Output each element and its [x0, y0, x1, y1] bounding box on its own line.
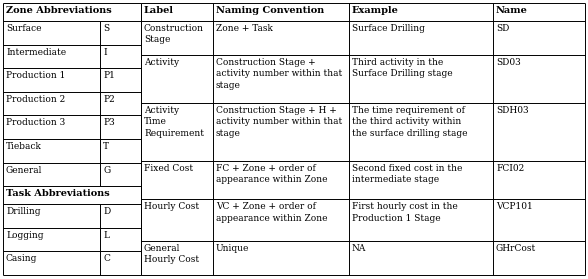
Text: D: D: [103, 207, 111, 216]
Text: C: C: [103, 254, 110, 263]
Text: P2: P2: [103, 95, 115, 104]
Text: Tieback: Tieback: [6, 142, 42, 151]
Text: Surface Drilling: Surface Drilling: [352, 24, 425, 33]
Text: Production 2: Production 2: [6, 95, 65, 104]
Text: General
Hourly Cost: General Hourly Cost: [144, 244, 199, 264]
Text: Construction Stage + H +
activity number within that
stage: Construction Stage + H + activity number…: [216, 106, 342, 138]
Text: S: S: [103, 24, 109, 33]
Text: Hourly Cost: Hourly Cost: [144, 203, 199, 211]
Text: Surface: Surface: [6, 24, 42, 33]
Text: Zone Abbreviations: Zone Abbreviations: [6, 6, 112, 15]
Text: FC + Zone + order of
appearance within Zone: FC + Zone + order of appearance within Z…: [216, 163, 328, 184]
Text: Example: Example: [352, 6, 399, 15]
Text: VC + Zone + order of
appearance within Zone: VC + Zone + order of appearance within Z…: [216, 203, 328, 223]
Text: I: I: [103, 48, 106, 57]
Text: Activity
Time
Requirement: Activity Time Requirement: [144, 106, 204, 138]
Text: SD: SD: [496, 24, 509, 33]
Text: Production 1: Production 1: [6, 71, 65, 80]
Text: Drilling: Drilling: [6, 207, 41, 216]
Text: GHrCost: GHrCost: [496, 244, 536, 253]
Text: Label: Label: [144, 6, 174, 15]
Text: The time requirement of
the third activity within
the surface drilling stage: The time requirement of the third activi…: [352, 106, 467, 138]
Text: P3: P3: [103, 118, 115, 128]
Text: L: L: [103, 231, 109, 240]
Text: Task Abbreviations: Task Abbreviations: [6, 189, 110, 198]
Text: Third activity in the
Surface Drilling stage: Third activity in the Surface Drilling s…: [352, 58, 453, 78]
Text: Fixed Cost: Fixed Cost: [144, 163, 193, 173]
Text: Activity: Activity: [144, 58, 179, 67]
Text: SD03: SD03: [496, 58, 521, 67]
Text: SDH03: SDH03: [496, 106, 529, 116]
Text: Name: Name: [496, 6, 528, 15]
Text: G: G: [103, 166, 111, 175]
Text: First hourly cost in the
Production 1 Stage: First hourly cost in the Production 1 St…: [352, 203, 457, 223]
Text: Unique: Unique: [216, 244, 249, 253]
Text: Naming Convention: Naming Convention: [216, 6, 324, 15]
Text: T: T: [103, 142, 109, 151]
Text: Construction
Stage: Construction Stage: [144, 24, 204, 44]
Text: Casing: Casing: [6, 254, 38, 263]
Text: Intermediate: Intermediate: [6, 48, 66, 57]
Text: FCI02: FCI02: [496, 163, 524, 173]
Text: Production 3: Production 3: [6, 118, 65, 128]
Text: NA: NA: [352, 244, 366, 253]
Text: Logging: Logging: [6, 231, 44, 240]
Text: Construction Stage +
activity number within that
stage: Construction Stage + activity number wit…: [216, 58, 342, 90]
Text: Second fixed cost in the
intermediate stage: Second fixed cost in the intermediate st…: [352, 163, 462, 184]
Text: General: General: [6, 166, 42, 175]
Text: Zone + Task: Zone + Task: [216, 24, 273, 33]
Text: VCP101: VCP101: [496, 203, 533, 211]
Text: P1: P1: [103, 71, 115, 80]
